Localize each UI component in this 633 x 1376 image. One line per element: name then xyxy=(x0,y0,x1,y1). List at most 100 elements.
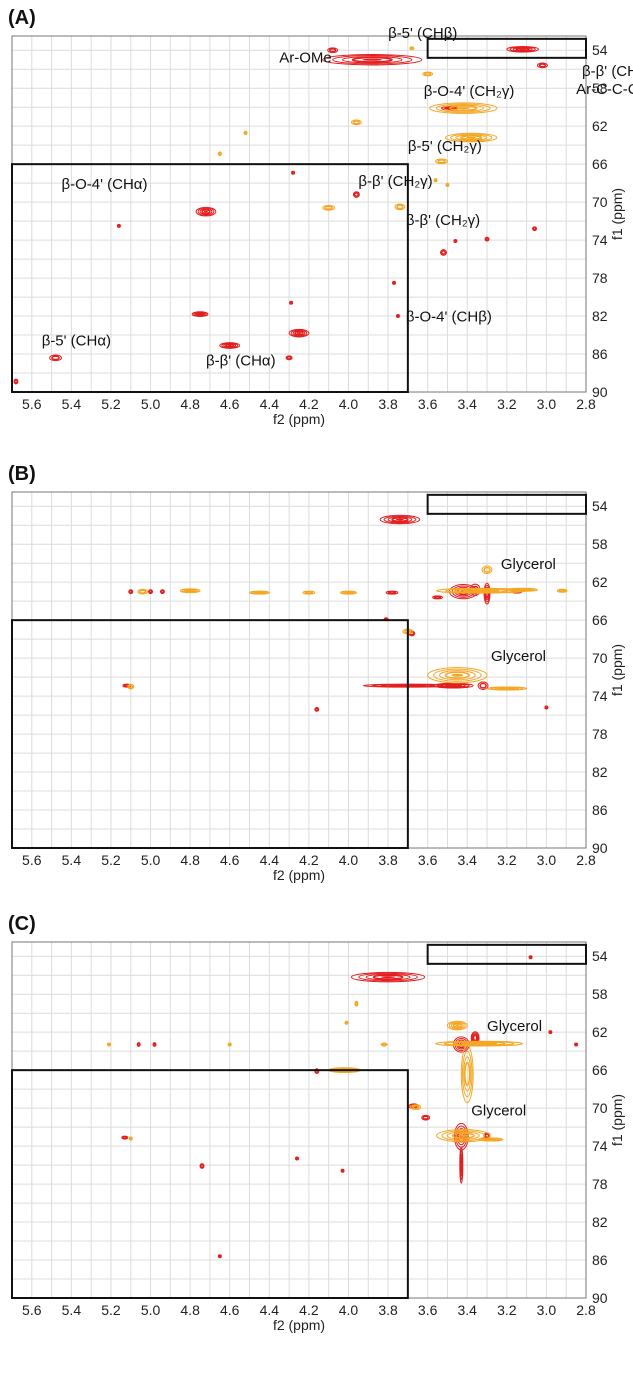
contour-ring xyxy=(484,1133,490,1139)
contour-peak xyxy=(137,588,149,595)
contour-ring xyxy=(148,589,153,594)
contour-core xyxy=(519,589,526,591)
contour-peak xyxy=(453,239,458,244)
y-tick-label: 82 xyxy=(592,764,608,780)
y-tick-label: 66 xyxy=(592,612,608,628)
contour-peak xyxy=(445,183,450,188)
x-tick-label: 4.0 xyxy=(339,396,359,412)
contour-ring xyxy=(291,171,295,175)
contour-ring xyxy=(422,1115,429,1120)
contour-peak xyxy=(436,1128,491,1143)
contour-ring xyxy=(344,591,353,594)
contour-peak xyxy=(507,587,539,592)
contour-ring xyxy=(117,224,121,228)
contour-ring xyxy=(452,1023,463,1029)
contour-ring xyxy=(444,683,463,688)
grid xyxy=(11,492,587,849)
contour-core xyxy=(488,1139,494,1140)
contour-ring xyxy=(128,589,134,595)
region-box xyxy=(426,493,588,515)
y-tick-label: 70 xyxy=(592,194,608,210)
y-tick-label: 66 xyxy=(592,156,608,172)
contour-peak xyxy=(106,1042,111,1047)
contour-ring xyxy=(498,687,516,690)
contour-core xyxy=(395,518,404,521)
contour-ring xyxy=(353,192,359,197)
y-tick-label: 58 xyxy=(592,536,608,552)
contour-peak xyxy=(179,588,201,594)
contour-ring xyxy=(148,589,154,595)
contour-ring xyxy=(444,132,498,143)
contour-ring xyxy=(451,1132,475,1139)
y-tick-label: 70 xyxy=(592,1100,608,1116)
x-tick-label: 3.4 xyxy=(458,1302,478,1318)
contour-ring xyxy=(328,48,337,53)
contour-ring xyxy=(218,151,222,156)
contour-ring xyxy=(314,707,319,712)
peak-annotation: Glycerol xyxy=(491,648,546,665)
contour-peak xyxy=(322,204,336,211)
grid xyxy=(11,942,587,1299)
contour-peak xyxy=(444,132,498,143)
contour-peak xyxy=(302,590,316,595)
contour-ring xyxy=(379,514,421,525)
contour-peak xyxy=(116,223,121,228)
y-tick-label: 78 xyxy=(592,1176,608,1192)
contour-ring xyxy=(463,1056,472,1092)
contour-ring xyxy=(322,204,336,211)
peak-annotation: β-O-4' (CH₂γ) xyxy=(424,83,515,100)
contour-ring xyxy=(340,1169,345,1173)
x-tick-label: 4.0 xyxy=(339,1302,359,1318)
contour-ring xyxy=(537,62,548,69)
contour-peak xyxy=(136,1042,141,1047)
contour-ring xyxy=(391,517,409,522)
contour-peak xyxy=(432,595,444,600)
contour-peak xyxy=(410,1104,422,1111)
contour-peak xyxy=(486,686,528,691)
contour-ring xyxy=(324,205,334,211)
contour-ring xyxy=(219,342,241,349)
contour-peak xyxy=(128,1136,133,1141)
y-tick-label: 74 xyxy=(592,688,608,704)
contour-peak xyxy=(532,226,538,232)
nmr-panel-0: (A) β-5' (CHβ) Ar-OMe β-β' (CHβ) β-O-4' (CH₂… xyxy=(8,7,633,427)
peak-annotation: Glycerol xyxy=(487,1018,542,1035)
contour-ring xyxy=(460,1044,474,1103)
plot-frame xyxy=(11,941,587,1299)
contour-peak xyxy=(295,1156,300,1161)
contour-peak xyxy=(460,1044,474,1103)
contour-peak xyxy=(394,203,406,211)
x-tick-label: 3.2 xyxy=(497,852,517,868)
contour-ring xyxy=(485,237,489,242)
contour-peak xyxy=(422,71,434,77)
contour-ring xyxy=(350,119,362,126)
contour-ring xyxy=(440,249,447,255)
contour-ring xyxy=(243,131,248,135)
contour-peak xyxy=(435,1040,524,1047)
x-tick-label: 3.2 xyxy=(497,396,517,412)
contour-ring xyxy=(444,671,470,680)
x-tick-label: 3.4 xyxy=(458,852,478,868)
contour-peak xyxy=(243,130,248,135)
contour-ring xyxy=(195,206,217,217)
contour-ring xyxy=(412,1105,420,1110)
y-axis-label: f1 (ppm) xyxy=(609,644,625,696)
y-tick-label: 78 xyxy=(592,270,608,286)
contour-ring xyxy=(446,1020,468,1031)
contour-ring xyxy=(51,355,60,361)
contour-ring xyxy=(427,667,488,684)
x-tick-label: 4.4 xyxy=(260,852,280,868)
contour-ring xyxy=(440,249,447,256)
x-tick-label: 3.0 xyxy=(537,396,557,412)
contour-peak xyxy=(289,300,294,305)
y-tick-label: 62 xyxy=(592,1024,608,1040)
contour-peak xyxy=(159,589,165,595)
contour-ring xyxy=(435,103,491,113)
y-tick-label: 90 xyxy=(592,384,608,400)
x-tick-label: 3.8 xyxy=(378,852,398,868)
x-tick-label: 4.6 xyxy=(220,1302,240,1318)
contour-core xyxy=(188,590,193,592)
contour-ring xyxy=(453,239,458,243)
y-tick-label: 82 xyxy=(592,308,608,324)
contour-ring xyxy=(429,102,498,114)
